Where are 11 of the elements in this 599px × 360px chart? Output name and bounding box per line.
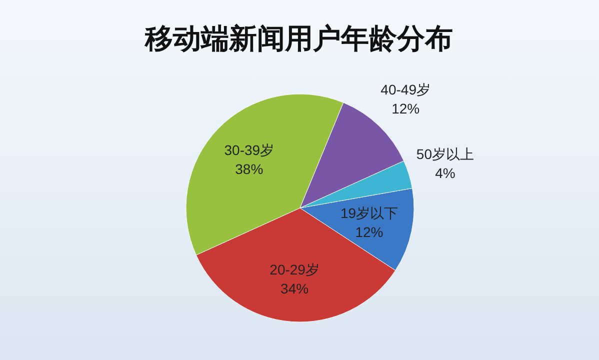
slice-label: 50岁以上	[416, 146, 474, 162]
chart-title: 移动端新闻用户年龄分布	[144, 23, 453, 54]
slice-label: 40-49岁	[380, 82, 430, 98]
data-label: 34%	[280, 280, 309, 296]
data-label: 12%	[355, 224, 384, 240]
data-label: 38%	[235, 160, 264, 177]
data-label: 12%	[392, 100, 420, 117]
slice-label: 19岁以下	[340, 205, 398, 222]
slice-label: 20-29岁	[270, 261, 320, 278]
data-label: 4%	[435, 165, 456, 182]
slice-label: 30-39岁	[224, 142, 274, 158]
